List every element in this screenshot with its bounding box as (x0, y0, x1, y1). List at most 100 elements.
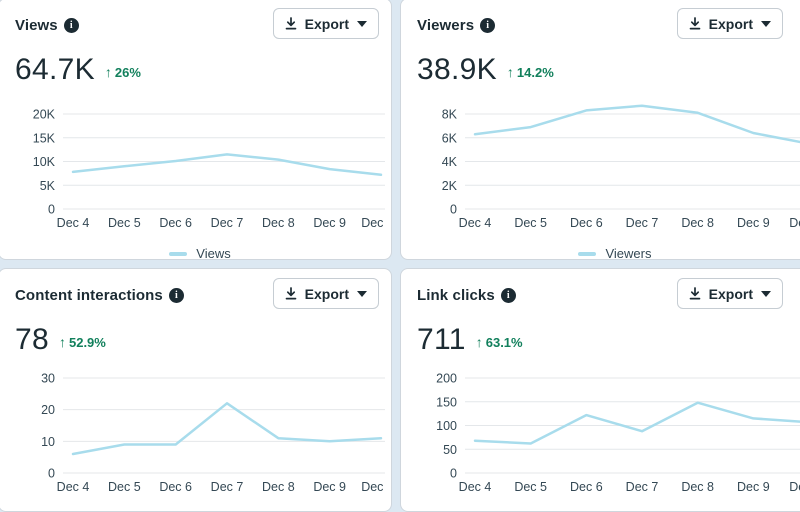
svg-text:20K: 20K (33, 108, 56, 122)
export-button[interactable]: Export (272, 8, 379, 39)
info-icon[interactable]: i (168, 287, 184, 303)
delta-badge: ↑ 14.2% (507, 64, 554, 80)
svg-text:Dec 8: Dec 8 (681, 480, 714, 494)
delta-value: 52.9% (68, 334, 106, 350)
metric-row: 64.7K ↑ 26% (15, 51, 385, 89)
svg-text:Dec 10: Dec 10 (789, 216, 800, 230)
info-icon[interactable]: i (500, 287, 516, 303)
panel-title: Link clicks (417, 286, 495, 304)
delta-badge: ↑ 63.1% (476, 334, 523, 350)
svg-text:50: 50 (443, 443, 457, 457)
download-icon (285, 17, 297, 30)
legend-line-swatch (578, 251, 597, 256)
svg-text:2K: 2K (442, 179, 458, 193)
svg-text:0: 0 (450, 203, 457, 217)
arrow-up-icon: ↑ (506, 64, 514, 80)
arrow-up-icon: ↑ (58, 334, 66, 350)
delta-value: 14.2% (516, 64, 554, 80)
chevron-down-icon (357, 20, 367, 27)
svg-text:30: 30 (41, 372, 55, 386)
views-chart[interactable]: 0 5K 10K 15K 20K Dec 4 Dec 5 Dec 6 Dec 7 Dec 8 Dec… (15, 99, 401, 244)
metric-row: 711 ↑ 63.1% (417, 321, 800, 359)
export-label: Export (708, 15, 753, 32)
svg-text:Dec 5: Dec 5 (514, 216, 547, 230)
metric-row: 78 ↑ 52.9% (15, 321, 385, 359)
legend-label: Viewers (605, 246, 652, 261)
chart-legend: Views (15, 246, 385, 261)
svg-text:Dec 7: Dec 7 (626, 216, 659, 230)
download-icon (285, 287, 297, 300)
export-label: Export (304, 285, 349, 302)
svg-text:Dec 7: Dec 7 (211, 480, 244, 494)
svg-text:Dec 7: Dec 7 (211, 216, 244, 230)
svg-text:Dec 9: Dec 9 (313, 216, 346, 230)
svg-text:Dec 8: Dec 8 (262, 216, 295, 230)
svg-text:100: 100 (436, 419, 457, 433)
viewers-chart[interactable]: 0 2K 4K 6K 8K Dec 4 Dec 5 Dec 6 Dec 7 Dec 8 Dec 9 D… (417, 99, 800, 244)
svg-text:4K: 4K (442, 155, 458, 169)
delta-badge: ↑ 52.9% (59, 334, 106, 350)
svg-text:20: 20 (41, 403, 55, 417)
metric-value: 38.9K (417, 53, 497, 86)
svg-text:5K: 5K (40, 179, 56, 193)
svg-text:Dec 9: Dec 9 (313, 480, 346, 494)
arrow-up-icon: ↑ (475, 334, 483, 350)
svg-text:10: 10 (41, 435, 55, 449)
svg-text:0: 0 (48, 203, 55, 217)
chart-legend: Viewers (417, 246, 800, 261)
views-panel-header: Views i (15, 9, 385, 41)
panel-title: Content interactions (15, 286, 163, 304)
svg-text:Dec 6: Dec 6 (570, 480, 603, 494)
export-label: Export (708, 285, 753, 302)
chevron-down-icon (761, 290, 771, 297)
svg-text:0: 0 (450, 467, 457, 481)
svg-text:Dec 6: Dec 6 (159, 480, 192, 494)
svg-text:Dec 10: Dec 10 (361, 480, 385, 494)
content-interactions-panel-header: Content interactions i (15, 279, 385, 311)
delta-value: 26% (114, 64, 141, 80)
svg-text:0: 0 (48, 467, 55, 481)
download-icon (689, 17, 701, 30)
info-icon[interactable]: i (480, 17, 496, 33)
panel-title: Viewers (417, 16, 475, 34)
svg-text:Dec 8: Dec 8 (681, 216, 714, 230)
svg-text:Dec 9: Dec 9 (737, 216, 770, 230)
svg-text:Dec 8: Dec 8 (262, 480, 295, 494)
delta-badge: ↑ 26% (105, 64, 141, 80)
export-button[interactable]: Export (676, 8, 783, 39)
link-clicks-panel: Link clicks i Export 711 ↑ 63.1% 0 50 100 1… (400, 268, 800, 512)
svg-text:15K: 15K (33, 131, 56, 145)
svg-text:Dec 5: Dec 5 (514, 480, 547, 494)
svg-text:Dec 10: Dec 10 (789, 480, 800, 494)
export-label: Export (304, 15, 349, 32)
svg-text:8K: 8K (442, 108, 458, 122)
content-interactions-chart[interactable]: 0 10 20 30 Dec 4 Dec 5 Dec 6 Dec 7 Dec 8 Dec 9 Dec… (15, 363, 401, 508)
svg-text:150: 150 (436, 395, 457, 409)
svg-text:Dec 4: Dec 4 (459, 480, 492, 494)
export-button[interactable]: Export (676, 278, 783, 309)
panel-title: Views (15, 16, 58, 34)
svg-text:Dec 10: Dec 10 (361, 216, 385, 230)
svg-text:Dec 4: Dec 4 (57, 480, 90, 494)
viewers-panel: Viewers i Export 38.9K ↑ 14.2% 0 2K 4K 6K 8K… (400, 0, 800, 261)
metric-value: 711 (417, 323, 466, 356)
svg-text:Dec 6: Dec 6 (570, 216, 603, 230)
svg-text:Dec 4: Dec 4 (459, 216, 492, 230)
svg-text:Dec 6: Dec 6 (159, 216, 192, 230)
link-clicks-panel-header: Link clicks i (417, 279, 800, 311)
metric-value: 64.7K (15, 53, 95, 86)
viewers-panel-header: Viewers i (417, 9, 800, 41)
svg-text:Dec 5: Dec 5 (108, 216, 141, 230)
info-icon[interactable]: i (63, 17, 79, 33)
chevron-down-icon (357, 290, 367, 297)
metric-value: 78 (15, 323, 49, 356)
download-icon (689, 287, 701, 300)
link-clicks-chart[interactable]: 0 50 100 150 200 Dec 4 Dec 5 Dec 6 Dec 7 Dec 8 Dec… (417, 363, 800, 508)
delta-value: 63.1% (485, 334, 523, 350)
svg-text:Dec 9: Dec 9 (737, 480, 770, 494)
content-interactions-panel: Content interactions i Export 78 ↑ 52.9%… (0, 268, 401, 512)
views-panel: Views i Export 64.7K ↑ 26% 0 5K 10K 15K 20K D… (0, 0, 401, 261)
export-button[interactable]: Export (272, 278, 379, 309)
metric-row: 38.9K ↑ 14.2% (417, 51, 800, 89)
svg-text:200: 200 (436, 372, 457, 386)
